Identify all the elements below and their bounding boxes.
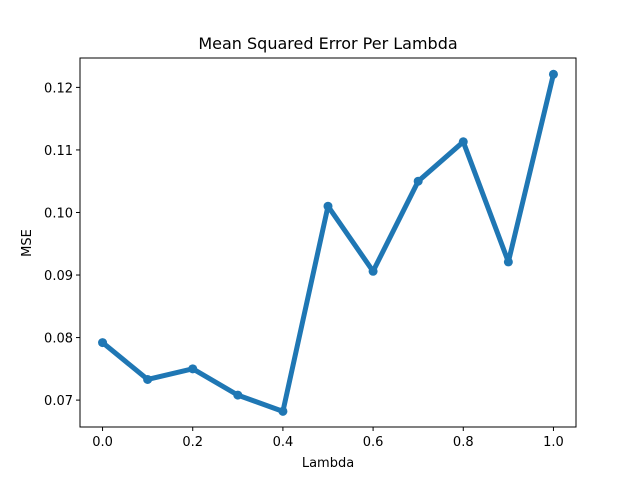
data-point: [233, 390, 243, 400]
data-point: [323, 201, 333, 211]
y-tick-label: 0.07: [44, 394, 73, 409]
x-tick-label: 0.4: [273, 435, 294, 450]
x-axis: 0.0 0.2 0.4 0.6 0.8 1.0: [92, 427, 564, 450]
y-tick-label: 0.11: [44, 144, 73, 159]
x-axis-label: Lambda: [302, 456, 354, 471]
x-tick-label: 0.6: [363, 435, 384, 450]
chart-title: Mean Squared Error Per Lambda: [198, 34, 457, 53]
y-axis-label: MSE: [20, 229, 35, 257]
axes-frame: [79, 57, 577, 428]
data-point: [188, 364, 198, 374]
data-point: [98, 338, 108, 348]
data-point: [413, 176, 423, 186]
y-axis: 0.07 0.08 0.09 0.10 0.11 0.12: [44, 81, 80, 409]
y-tick-label: 0.12: [44, 81, 73, 96]
data-point: [503, 257, 513, 267]
data-point: [548, 69, 558, 79]
y-tick-label: 0.08: [44, 332, 73, 347]
plot-area: [98, 69, 558, 416]
y-tick-label: 0.09: [44, 269, 73, 284]
data-point: [458, 137, 468, 147]
x-tick-label: 0.8: [453, 435, 474, 450]
y-tick-label: 0.10: [44, 206, 73, 221]
x-tick-label: 0.2: [182, 435, 203, 450]
x-tick-label: 1.0: [543, 435, 564, 450]
series-line: [100, 73, 556, 414]
data-point: [368, 266, 378, 276]
x-tick-label: 0.0: [92, 435, 113, 450]
data-point: [143, 374, 153, 384]
data-point: [278, 406, 288, 416]
